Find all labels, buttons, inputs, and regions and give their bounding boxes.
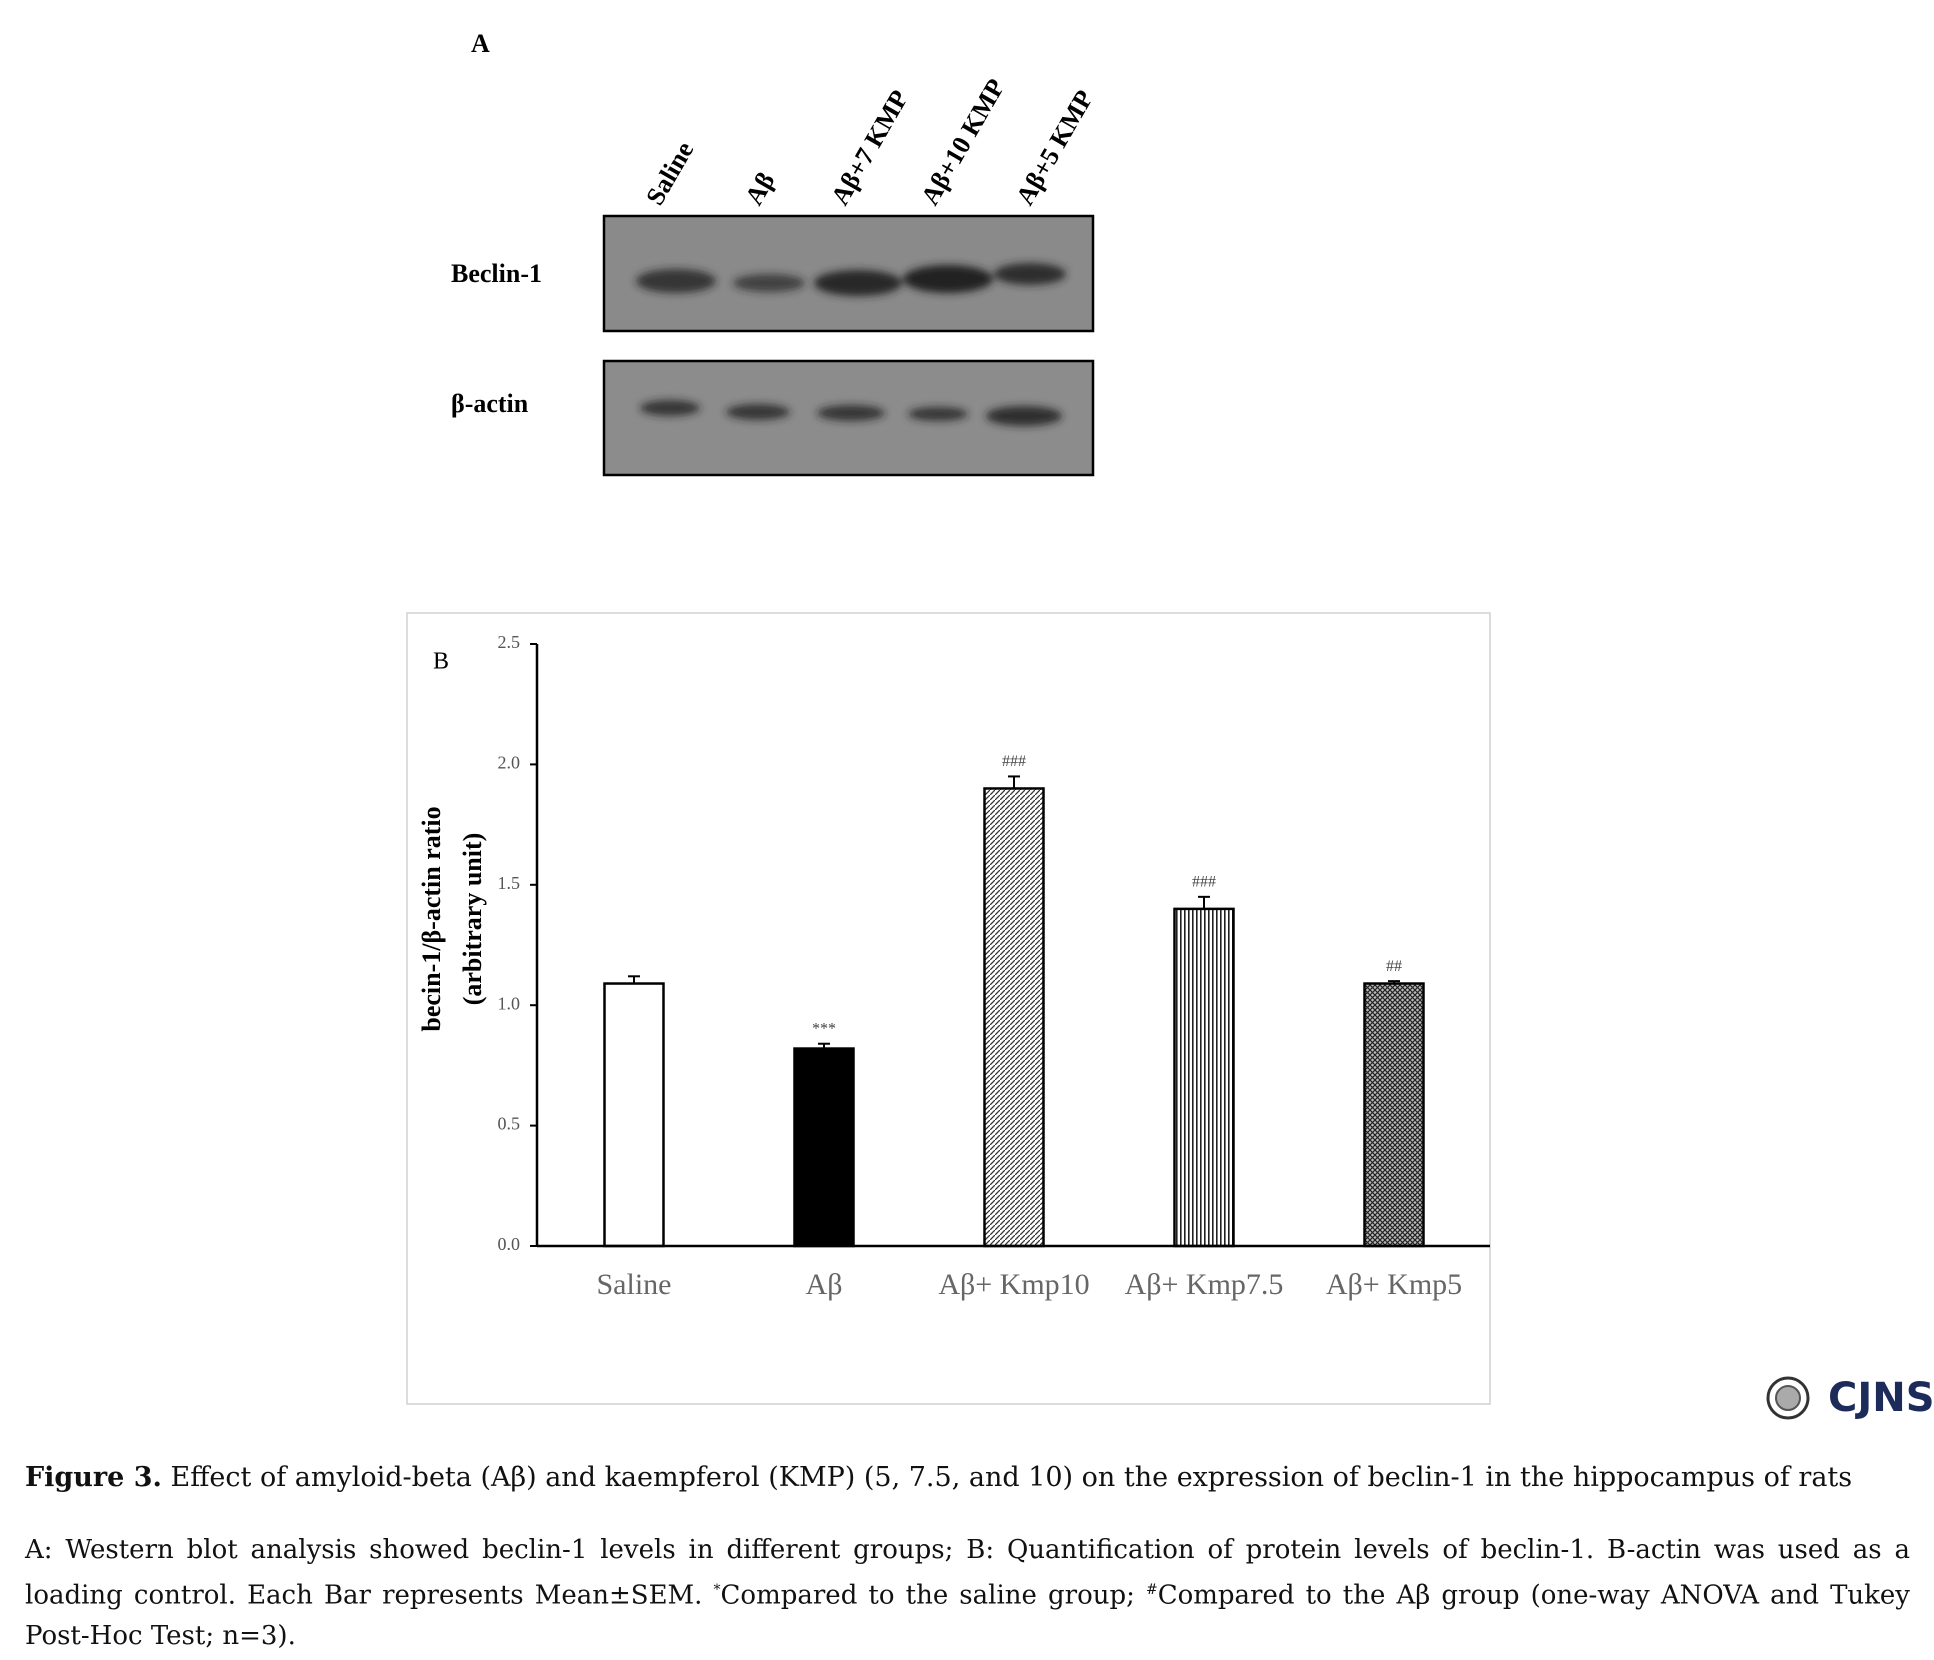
logo-icon	[1775, 1385, 1801, 1411]
significance-label: ##	[1386, 958, 1402, 975]
y-tick-label: 2.0	[498, 753, 521, 773]
row-label: Beclin-1	[451, 259, 542, 288]
x-tick-label: Aβ+ Kmp10	[938, 1268, 1089, 1301]
x-tick-label: Aβ	[806, 1268, 843, 1301]
caption-body: A: Western blot analysis showed beclin-1…	[25, 1530, 1910, 1656]
caption-text: A: Western blot analysis showed beclin-1…	[25, 1535, 1910, 1611]
caption-text: Compared to the saline group;	[720, 1580, 1146, 1611]
error-bar	[1198, 895, 1210, 909]
x-tick-label: Aβ+ Kmp7.5	[1125, 1268, 1284, 1301]
significance-label: ###	[1002, 753, 1026, 770]
x-tick-label: Aβ+ Kmp5	[1326, 1268, 1462, 1301]
lane-label: Aβ	[739, 167, 780, 210]
error-bar	[1388, 980, 1400, 984]
significance-label: ***	[812, 1020, 836, 1037]
lane-label: Saline	[640, 137, 699, 210]
significance-label: ###	[1192, 874, 1216, 891]
logo: CJNS	[1828, 1375, 1934, 1421]
caption-sup: #	[1145, 1582, 1158, 1598]
error-bar	[628, 975, 640, 984]
lane-label: Aβ+5 KMP	[1010, 85, 1099, 210]
y-axis-label: (arbitrary unit)	[458, 833, 487, 1006]
caption-sup: *	[713, 1582, 721, 1598]
caption-text: Compared to the Aβ group (one-way ANOVA …	[25, 1580, 1910, 1651]
bar	[1363, 982, 1425, 1248]
bar	[793, 1047, 855, 1248]
error-bar	[818, 1042, 830, 1049]
lane-labels: Saline Aβ Aβ+7 KMP Aβ+10 KMP Aβ+5 KMP	[640, 74, 1099, 210]
bands	[636, 263, 1066, 426]
plot: 0.0 0.5 1.0 1.5 2.0 2.5 Saline Aβ *** Aβ+ Kmp10 ##…	[498, 632, 1490, 1301]
caption-text: Effect of amyloid-beta (Aβ) and kaempfer…	[161, 1462, 1853, 1493]
y-axis-label: becin-1/β-actin ratio	[417, 806, 446, 1031]
x-tick-label: Saline	[597, 1268, 672, 1301]
error-bar	[1008, 775, 1020, 789]
figure: A Saline Aβ Aβ+7 KMP Aβ+10 KMP Aβ+5 KMP Becl…	[406, 29, 1934, 1421]
row-label: β-actin	[451, 389, 529, 418]
bar	[603, 982, 665, 1248]
lane-label: Aβ+10 KMP	[915, 74, 1010, 210]
bar	[983, 787, 1045, 1248]
caption-title: Figure 3. Effect of amyloid-beta (Aβ) an…	[25, 1462, 1910, 1493]
panel-label: A	[471, 29, 490, 58]
panel-label: B	[433, 649, 449, 675]
y-tick-label: 2.5	[498, 632, 521, 652]
lane-label: Aβ+7 KMP	[825, 85, 914, 210]
y-tick-label: 0.0	[498, 1234, 521, 1254]
caption-label: Figure 3.	[25, 1462, 162, 1493]
y-tick-label: 1.0	[498, 993, 521, 1013]
y-tick-label: 1.5	[498, 873, 521, 893]
bar	[1173, 907, 1235, 1248]
chart-frame	[406, 612, 1491, 1405]
y-tick-label: 0.5	[498, 1114, 521, 1134]
